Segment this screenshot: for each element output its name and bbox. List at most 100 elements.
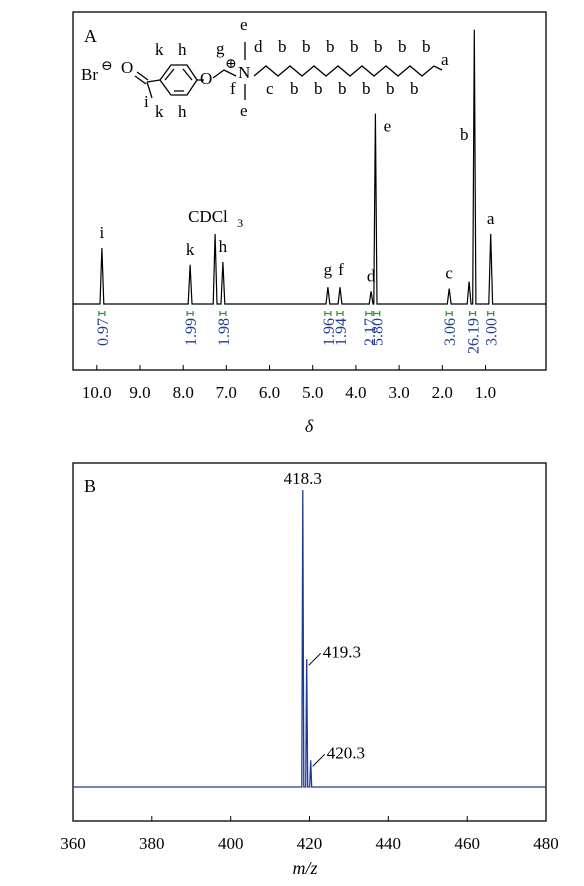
integral-value: 3.00: [484, 318, 501, 346]
nmr-x-tick-label: 5.0: [302, 383, 323, 402]
ms-spectrum-trace: [73, 489, 546, 788]
ms-peak-labels: 418.3 419.3 420.3: [284, 469, 365, 767]
chain-label-b: b: [290, 79, 299, 98]
nmr-peak-label: d: [367, 266, 376, 285]
integral-bracket: [373, 311, 381, 316]
nmr-x-tick-label: 7.0: [216, 383, 237, 402]
integral-value: 0.97: [95, 318, 112, 346]
nitrogen-atom: N: [238, 63, 250, 82]
nmr-x-tick-label: 2.0: [432, 383, 453, 402]
ms-x-tick-label: 460: [454, 834, 480, 853]
ms-peak-leader: [308, 652, 322, 666]
integral-value: 5.80: [370, 318, 387, 346]
nmr-x-label: δ: [305, 416, 314, 436]
nmr-spectrum-trace: [73, 29, 546, 305]
ms-peak-label: 420.3: [327, 743, 365, 762]
chain-labels: b b b b b b bc b b b b b b: [266, 37, 431, 98]
chain-label-b: b: [398, 37, 407, 56]
nmr-peak-label: f: [338, 260, 344, 279]
nmr-panel-label: A: [84, 26, 97, 46]
ms-x-tick-label: 440: [376, 834, 402, 853]
ms-x-axis: 360 380 400 420 440 460 480: [60, 816, 559, 853]
nmr-x-tick-label: 4.0: [345, 383, 366, 402]
label-e-bottom: e: [240, 101, 248, 120]
nmr-peak-label: g: [324, 260, 333, 279]
solvent-label-text: CDCl: [188, 207, 228, 226]
chain-label-b: b: [374, 37, 383, 56]
chain-label-b: b: [302, 37, 311, 56]
nmr-peak-label: i: [100, 223, 105, 242]
benzene-ring: [159, 64, 198, 96]
ms-panel-label: B: [84, 476, 96, 496]
nmr-peak-label: k: [186, 240, 195, 259]
solvent-label-subscript: 3: [237, 216, 243, 230]
alkyl-chain: [253, 65, 443, 77]
chain-label-b: b: [362, 79, 371, 98]
ms-x-tick-label: 360: [60, 834, 86, 853]
chain-label-b: b: [422, 37, 431, 56]
integral-value: 1.96: [321, 318, 338, 346]
integral-bracket: [365, 311, 373, 316]
chain-label-b: b: [278, 37, 287, 56]
chain-label-c: c: [266, 79, 274, 98]
ms-x-tick-label: 400: [218, 834, 244, 853]
ether-oxygen: O: [200, 69, 212, 88]
ms-x-tick-label: 380: [139, 834, 165, 853]
label-g: g: [216, 39, 225, 58]
chain-label-b: b: [326, 37, 335, 56]
label-i: i: [144, 92, 149, 111]
nmr-x-tick-label: 9.0: [129, 383, 150, 402]
ms-x-tick-label: 480: [533, 834, 559, 853]
integral-bracket: [324, 311, 332, 316]
chain-label-b: b: [350, 37, 359, 56]
ms-peak-label: 418.3: [284, 469, 322, 488]
ms-peak-leader: [312, 753, 326, 767]
nmr-peak-labels: i k h g f d e c b a: [100, 117, 495, 286]
label-k-top: k: [155, 40, 164, 59]
chain-label-b: b: [338, 79, 347, 98]
chain-label-b: b: [386, 79, 395, 98]
integral-value: 1.94: [333, 318, 350, 346]
integral-value: 2.17: [362, 318, 379, 346]
nmr-x-tick-label: 10.0: [82, 383, 112, 402]
label-f: f: [230, 79, 236, 98]
aldehyde-bonds: [134, 71, 161, 99]
nmr-x-tick-label: 6.0: [259, 383, 280, 402]
integral-bracket: [468, 311, 477, 316]
nmr-peak-label: e: [384, 117, 392, 136]
integral-value: 1.99: [183, 318, 200, 346]
ms-frame: [72, 462, 547, 822]
label-e-top: e: [240, 15, 248, 34]
carbonyl-oxygen: O: [121, 58, 133, 77]
integral-value: 3.06: [442, 318, 459, 346]
linker-bonds: [212, 69, 237, 79]
nmr-x-tick-label: 8.0: [173, 383, 194, 402]
integral-bracket: [445, 311, 453, 316]
nmr-integrals: 0.97 1.99 1.98 1.961.94 2.175.80 3.06 26.19 3.0…: [95, 311, 501, 354]
nmr-peak-label: h: [219, 237, 228, 256]
nitrogen-charge: ⊕: [225, 57, 237, 72]
integral-bracket: [336, 311, 344, 316]
nmr-x-tick-label: 1.0: [475, 383, 496, 402]
label-d: d: [254, 37, 263, 56]
ms-x-label: m/z: [292, 858, 317, 878]
nmr-frame: [72, 11, 547, 371]
integral-bracket: [186, 311, 194, 316]
integral-bracket: [219, 311, 227, 316]
integral-bracket: [98, 311, 106, 316]
label-h-top: h: [178, 40, 187, 59]
chain-label-b: b: [314, 79, 323, 98]
bromide-charge: ⊖: [101, 59, 113, 74]
label-h-bottom: h: [178, 102, 187, 121]
label-a: a: [441, 50, 449, 69]
ms-peak-label: 419.3: [323, 642, 361, 661]
integral-value: 26.19: [466, 318, 483, 354]
label-k-bottom: k: [155, 102, 164, 121]
nmr-peak-label: b: [460, 125, 469, 144]
chain-label-b: b: [410, 79, 419, 98]
solvent-label: CDCl 3: [188, 207, 243, 230]
